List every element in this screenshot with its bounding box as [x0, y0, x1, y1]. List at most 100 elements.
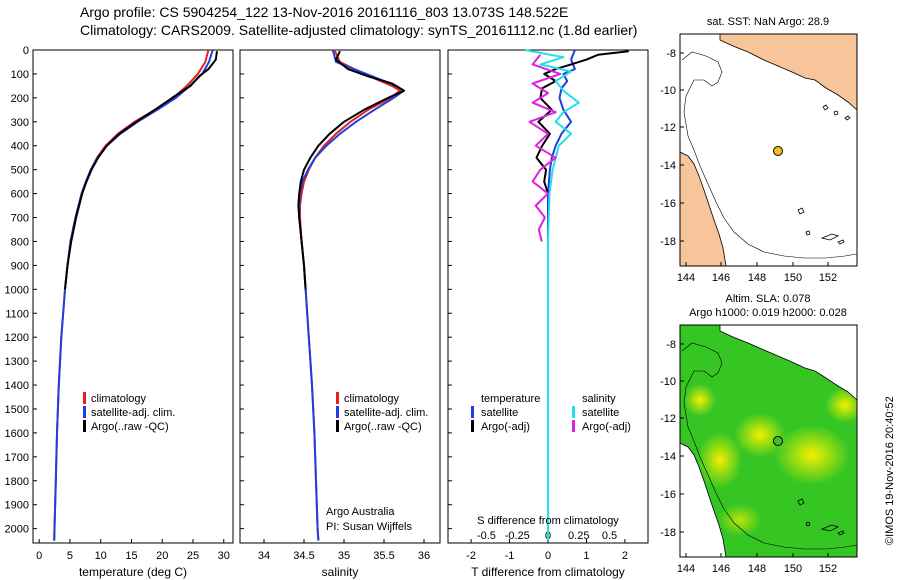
sla-high-patch — [774, 425, 850, 485]
sla-high-patch — [698, 432, 742, 488]
x-tick-label: -1 — [505, 550, 515, 562]
sst-png-land — [719, 34, 857, 111]
sla-islands — [797, 498, 845, 536]
depth-tick-label: 1700 — [5, 452, 29, 464]
x-tick-label: 25 — [187, 550, 199, 562]
legend-label-satellite: satellite-adj. clim. — [344, 407, 428, 419]
series-argo-raw-qc- — [297, 50, 405, 290]
temperature-plot: 0 5 10 15 20 25 30 — [36, 49, 230, 562]
lat-tick-label: -16 — [660, 489, 676, 501]
x-tick-label: 15 — [125, 550, 137, 562]
depth-tick-label: 900 — [11, 260, 29, 272]
lat-tick-label: -8 — [666, 48, 676, 60]
legend-swatch-argo — [83, 420, 86, 432]
sla-png-land — [719, 325, 857, 401]
series-argo-raw-qc- — [64, 51, 218, 290]
lon-tick-label: 152 — [819, 272, 837, 284]
lon-tick-label: 148 — [748, 272, 766, 284]
legend-heading-temperature: temperature — [481, 393, 540, 405]
salinity-xlabel: salinity — [322, 565, 359, 579]
legend-swatch-satellite — [83, 406, 86, 418]
lon-tick-label: 146 — [712, 563, 730, 575]
lat-tick-label: -18 — [660, 527, 676, 539]
sst-australia-land — [680, 151, 727, 266]
sla-high-patch — [684, 384, 716, 416]
depth-tick-label: 200 — [11, 93, 29, 105]
legend-swatch-climatology — [83, 392, 86, 404]
lon-tick-label: 144 — [677, 563, 695, 575]
depth-tick-label: 1400 — [5, 380, 29, 392]
x-tick-label: 34 — [258, 550, 270, 562]
sla-map-title-1: Altim. SLA: 0.078 — [726, 293, 811, 305]
salinity-legend: climatology satellite-adj. clim. Argo(..… — [326, 392, 428, 533]
s-tick-label: 0.5 — [602, 530, 617, 542]
sst-islands — [797, 104, 851, 245]
depth-tick-label: 1000 — [5, 284, 29, 296]
lon-tick-label: 150 — [784, 272, 802, 284]
lat-tick-label: -10 — [660, 85, 676, 97]
legend-swatch-climatology — [336, 392, 339, 404]
sla-argo-marker — [773, 436, 783, 446]
difference-plot: -2 -1 0 1 2-0.5 -0.25 0 0.25 0.5 — [466, 49, 629, 562]
legend-label-climatology: climatology — [344, 393, 400, 405]
s-tick-label: -0.25 — [505, 530, 530, 542]
lon-tick-label: 144 — [677, 272, 695, 284]
salinity-panel — [239, 49, 441, 544]
lat-tick-label: -10 — [660, 376, 676, 388]
x-tick-label: 35.5 — [373, 550, 394, 562]
s-tick-label: 0.25 — [568, 530, 589, 542]
temperature-panel — [32, 49, 234, 544]
map-ticks: 144 146 148 150 152 -8 -10 -12 -14 -16 -18 144 146 14… — [660, 48, 837, 575]
temperature-xlabel: temperature (deg C) — [79, 565, 187, 579]
depth-tick-label: 1800 — [5, 476, 29, 488]
depth-tick-label: 300 — [11, 117, 29, 129]
depth-tick-label: 500 — [11, 165, 29, 177]
sla-contour — [681, 342, 857, 550]
depth-tick-label: 800 — [11, 236, 29, 248]
x-tick-label: 20 — [156, 550, 168, 562]
sst-coral-sea-contour — [681, 51, 857, 259]
x-tick-label: -2 — [466, 550, 476, 562]
legend-swatch-s-satellite — [572, 406, 575, 418]
sla-high-patch — [734, 413, 786, 457]
lat-tick-label: -14 — [660, 451, 676, 463]
legend-swatch-satellite — [336, 406, 339, 418]
legend-swatch-t-argo — [471, 420, 474, 432]
lat-tick-label: -14 — [660, 160, 676, 172]
x-tick-label: 36 — [418, 550, 430, 562]
lat-tick-label: -12 — [660, 413, 676, 425]
legend-heading-salinity: salinity — [582, 393, 616, 405]
legend-label-t-argo: Argo(-adj) — [481, 421, 530, 433]
depth-axis: 0 100 200 300 400 500 600 700 800 900 1000 1100 1200… — [5, 45, 452, 536]
series-satellite-adj-clim- — [298, 49, 405, 541]
x-tick-label: 0 — [545, 550, 551, 562]
depth-tick-label: 1900 — [5, 500, 29, 512]
depth-tick-label: 0 — [23, 45, 29, 57]
sst-map-title: sat. SST: NaN Argo: 28.9 — [707, 16, 829, 28]
x-tick-label: 0 — [36, 550, 42, 562]
x-tick-label: 5 — [67, 550, 73, 562]
x-tick-label: 1 — [583, 550, 589, 562]
legend-label-argo: Argo(..raw -QC) — [91, 421, 169, 433]
legend-label-s-satellite: satellite — [582, 407, 619, 419]
header-line-1: Argo profile: CS 5904254_122 13-Nov-2016… — [80, 4, 569, 20]
sla-map-title-2: Argo h1000: 0.019 h2000: 0.028 — [689, 307, 847, 319]
difference-legend: temperature satellite Argo(-adj) salinit… — [471, 393, 631, 527]
depth-tick-label: 1300 — [5, 356, 29, 368]
depth-tick-label: 700 — [11, 213, 29, 225]
header-line-2: Climatology: CARS2009. Satellite-adjuste… — [80, 22, 638, 38]
depth-tick-label: 100 — [11, 69, 29, 81]
s-tick-label: -0.5 — [477, 530, 496, 542]
lat-tick-label: -12 — [660, 122, 676, 134]
imos-stamp: ©IMOS 19-Nov-2016 20:40:52 — [884, 396, 896, 545]
depth-tick-label: 1600 — [5, 428, 29, 440]
legend-swatch-t-satellite — [471, 406, 474, 418]
sst-map-frame — [679, 33, 858, 267]
temperature-legend: climatology satellite-adj. clim. Argo(..… — [83, 392, 175, 433]
lon-tick-label: 148 — [748, 563, 766, 575]
x-tick-label: 10 — [95, 550, 107, 562]
sst-argo-marker — [773, 146, 783, 156]
lon-tick-label: 152 — [819, 563, 837, 575]
x-tick-label: 35 — [338, 550, 350, 562]
